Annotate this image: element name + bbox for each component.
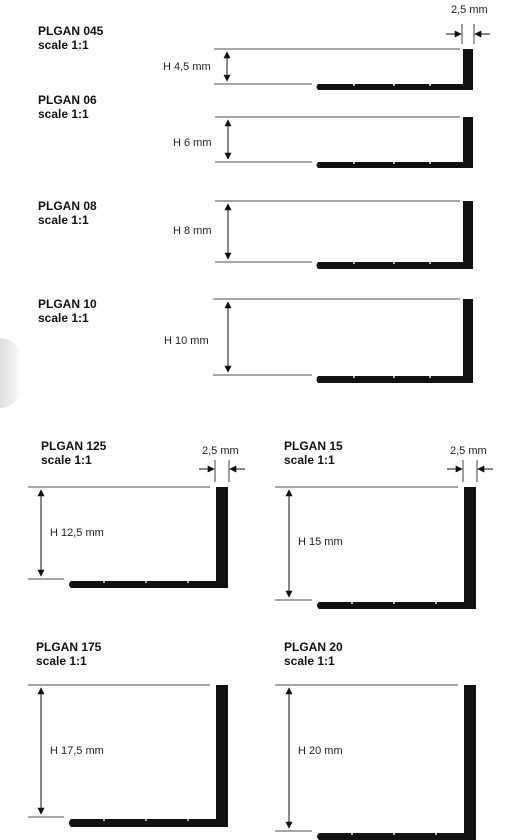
profile-title-20: PLGAN 20 scale 1:1	[284, 640, 343, 668]
profile-scale: scale 1:1	[284, 654, 335, 668]
profile-scale: scale 1:1	[38, 38, 89, 52]
profile-scale: scale 1:1	[38, 107, 89, 121]
height-label-045: H 4,5 mm	[163, 61, 211, 73]
profile-title-06: PLGAN 06 scale 1:1	[38, 93, 97, 121]
profile-drawing-15	[275, 460, 493, 609]
profile-name: PLGAN 10	[38, 297, 97, 311]
profile-drawing-175	[28, 684, 228, 827]
height-label-125: H 12,5 mm	[50, 527, 104, 539]
profile-scale: scale 1:1	[38, 311, 89, 325]
profile-drawing-045	[214, 24, 490, 90]
profile-name: PLGAN 06	[38, 93, 97, 107]
profile-name: PLGAN 20	[284, 640, 343, 654]
profile-scale: scale 1:1	[36, 654, 87, 668]
height-label-06: H 6 mm	[173, 137, 212, 149]
profile-drawing-125	[28, 460, 245, 588]
profile-drawing-08	[215, 200, 473, 269]
profile-title-125: PLGAN 125 scale 1:1	[41, 439, 106, 467]
height-label-15: H 15 mm	[298, 536, 343, 548]
page-edge-shadow	[0, 338, 22, 408]
width-label-045: 2,5 mm	[451, 4, 488, 16]
height-label-20: H 20 mm	[298, 745, 343, 757]
profile-title-10: PLGAN 10 scale 1:1	[38, 297, 97, 325]
profile-scale: scale 1:1	[38, 213, 89, 227]
profile-title-15: PLGAN 15 scale 1:1	[284, 439, 343, 467]
height-label-10: H 10 mm	[164, 335, 209, 347]
profile-scale: scale 1:1	[284, 453, 335, 467]
profile-scale: scale 1:1	[41, 453, 92, 467]
profile-name: PLGAN 045	[38, 24, 104, 38]
profile-title-175: PLGAN 175 scale 1:1	[36, 640, 101, 668]
width-label-125: 2,5 mm	[202, 445, 239, 457]
profile-title-08: PLGAN 08 scale 1:1	[38, 199, 97, 227]
base-grooves	[353, 84, 431, 86]
profile-name: PLGAN 125	[41, 439, 107, 453]
height-label-08: H 8 mm	[173, 225, 212, 237]
vertical-leg	[463, 49, 473, 89]
width-label-15: 2,5 mm	[450, 445, 487, 457]
profile-drawing-10	[213, 298, 473, 383]
profile-title-045: PLGAN 045 scale 1:1	[38, 24, 103, 52]
profile-drawing-20	[275, 684, 476, 840]
profile-name: PLGAN 175	[36, 640, 102, 654]
base-leg	[316, 84, 473, 90]
height-label-175: H 17,5 mm	[50, 745, 104, 757]
profile-name: PLGAN 08	[38, 199, 97, 213]
profile-name: PLGAN 15	[284, 439, 343, 453]
profile-drawing-06	[215, 116, 473, 168]
